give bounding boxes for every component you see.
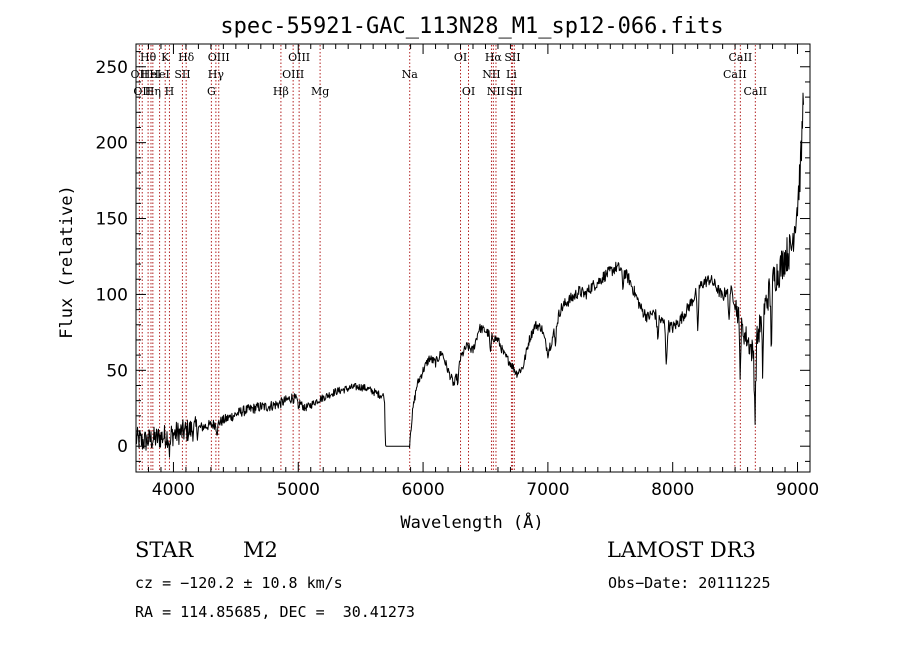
line-label-18: OI bbox=[454, 51, 467, 64]
plot-frame bbox=[135, 43, 811, 473]
x-tick-label-6000: 6000 bbox=[401, 480, 444, 500]
line-label-27: CaII bbox=[729, 51, 753, 64]
line-label-21: Hα bbox=[485, 51, 503, 64]
y-tick-label-150: 150 bbox=[96, 210, 128, 230]
y-tick-label-100: 100 bbox=[96, 285, 128, 305]
line-label-11: Hγ bbox=[208, 68, 225, 81]
x-tick-label-7000: 7000 bbox=[526, 480, 569, 500]
line-label-9: Hδ bbox=[178, 51, 195, 64]
axis-ticks bbox=[135, 44, 811, 472]
y-axis-label: Flux (relative) bbox=[57, 185, 77, 339]
line-label-26: CaII bbox=[723, 68, 747, 81]
line-label-17: Na bbox=[402, 68, 419, 81]
x-tick-label-5000: 5000 bbox=[277, 480, 320, 500]
line-label-7: H bbox=[165, 85, 175, 98]
line-labels: OIIOIIHθHeIHηHeIKHSIIHδGHγOIIIHβOIIIOIII… bbox=[131, 51, 768, 98]
x-axis-label: Wavelength (Å) bbox=[400, 511, 543, 533]
line-label-8: SII bbox=[174, 68, 190, 81]
line-label-12: OIII bbox=[208, 51, 230, 64]
line-label-3: HeI bbox=[141, 68, 161, 81]
line-label-13: Hβ bbox=[273, 85, 289, 98]
x-tick-label-4000: 4000 bbox=[152, 480, 195, 500]
y-tick-label-50: 50 bbox=[106, 361, 128, 381]
chart-title: spec-55921-GAC_113N28_M1_sp12-066.fits bbox=[220, 14, 723, 39]
x-tick-label-8000: 8000 bbox=[651, 480, 694, 500]
line-label-6: K bbox=[161, 51, 170, 64]
line-label-20: NII bbox=[482, 68, 500, 81]
line-label-10: G bbox=[207, 85, 216, 98]
line-label-5: HeI bbox=[149, 68, 169, 81]
tick-labels: 4000 5000 6000 7000 8000 9000 0 50 100 150 200 250 bbox=[96, 58, 820, 500]
line-label-28: CaII bbox=[743, 85, 767, 98]
coordinates: RA = 114.85685, DEC = 30.41273 bbox=[135, 603, 415, 621]
line-label-16: Mg bbox=[311, 85, 329, 98]
survey-name: LAMOST DR3 bbox=[607, 538, 756, 562]
object-subclass: M2 bbox=[243, 538, 278, 562]
velocity-readout: cz = −120.2 ± 10.8 km/s bbox=[135, 574, 343, 592]
line-label-24: SII bbox=[504, 51, 520, 64]
x-tick-label-9000: 9000 bbox=[776, 480, 819, 500]
line-label-22: NII bbox=[487, 85, 505, 98]
line-label-1: OII bbox=[133, 85, 151, 98]
line-label-0: OII bbox=[131, 68, 149, 81]
line-label-4: Hη bbox=[145, 85, 161, 98]
line-label-14: OIII bbox=[282, 68, 304, 81]
y-tick-label-0: 0 bbox=[117, 437, 128, 457]
y-tick-label-200: 200 bbox=[96, 134, 128, 154]
line-label-25: SII bbox=[506, 85, 522, 98]
obs-date: Obs−Date: 20111225 bbox=[608, 574, 771, 592]
line-label-19: OI bbox=[462, 85, 475, 98]
spectrum-line bbox=[135, 92, 804, 458]
line-markers bbox=[138, 45, 756, 471]
line-label-15: OIII bbox=[288, 51, 310, 64]
line-label-23: Li bbox=[506, 68, 517, 81]
line-label-2: Hθ bbox=[140, 51, 157, 64]
y-tick-label-250: 250 bbox=[96, 58, 128, 78]
object-class: STAR bbox=[135, 538, 194, 562]
